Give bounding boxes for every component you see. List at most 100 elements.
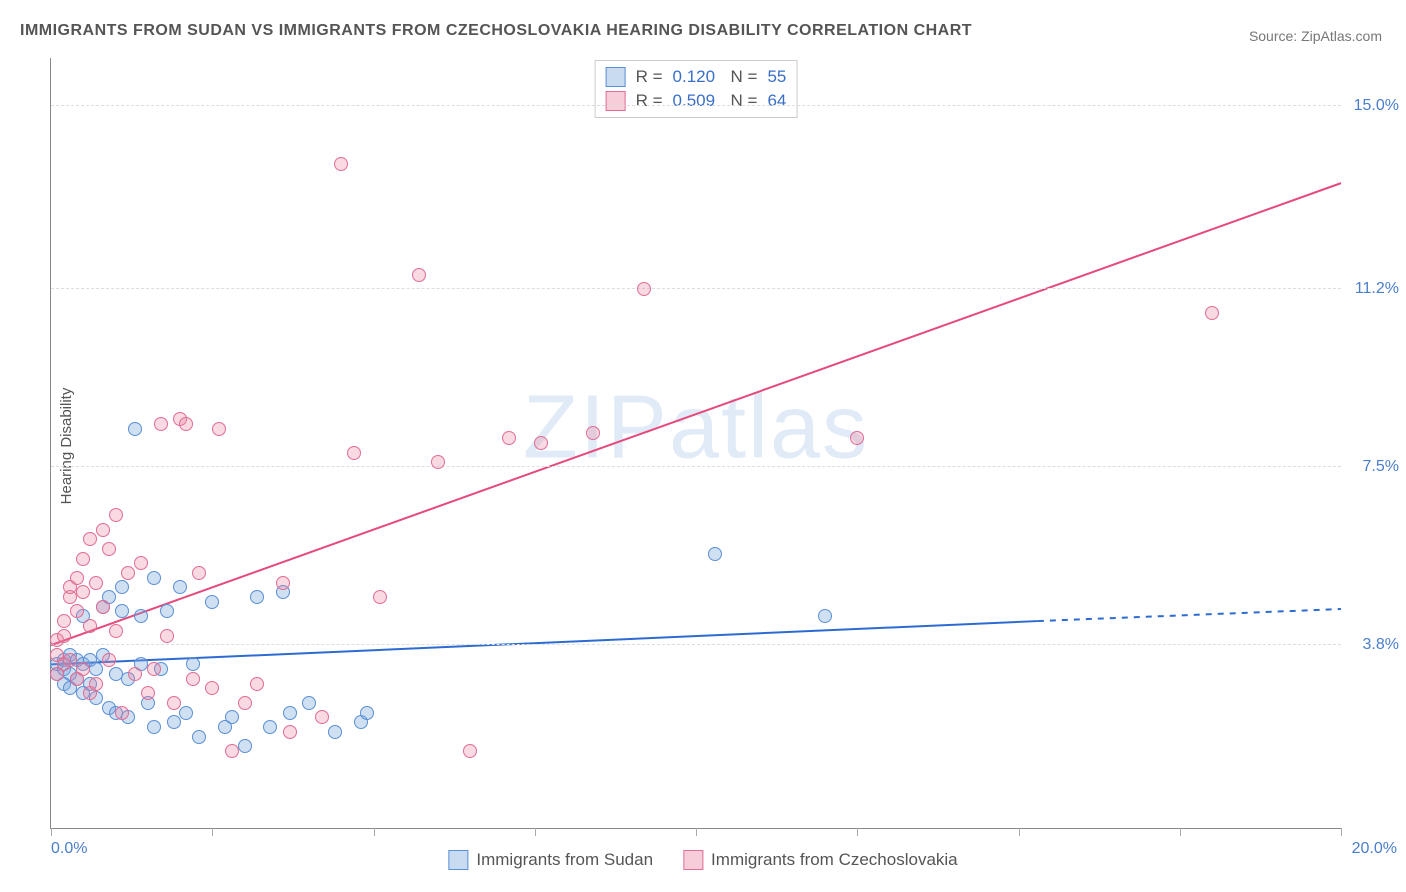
legend-stats-row-blue: R = 0.120 N = 55 (606, 65, 787, 89)
data-point-pink (96, 523, 110, 537)
r-label: R = (636, 65, 663, 89)
n-value-blue: 55 (767, 65, 786, 89)
n-label: N = (731, 65, 758, 89)
data-point-pink (205, 681, 219, 695)
y-tick-label: 7.5% (1363, 458, 1399, 476)
data-point-pink (186, 672, 200, 686)
legend-item-pink: Immigrants from Czechoslovakia (683, 850, 958, 870)
data-point-pink (57, 629, 71, 643)
r-value-blue: 0.120 (673, 65, 721, 89)
data-point-pink (70, 571, 84, 585)
gridline-h (51, 105, 1341, 106)
tick-x (374, 828, 375, 836)
data-point-blue (205, 595, 219, 609)
data-point-pink (431, 455, 445, 469)
data-point-pink (334, 157, 348, 171)
data-point-pink (70, 604, 84, 618)
chart-title: IMMIGRANTS FROM SUDAN VS IMMIGRANTS FROM… (20, 22, 972, 40)
data-point-pink (238, 696, 252, 710)
swatch-blue (606, 67, 626, 87)
data-point-pink (147, 662, 161, 676)
legend-stats: R = 0.120 N = 55 R = 0.509 N = 64 (595, 60, 798, 118)
r-value-pink: 0.509 (673, 89, 721, 113)
data-point-blue (134, 609, 148, 623)
tick-x (696, 828, 697, 836)
data-point-blue (179, 706, 193, 720)
data-point-pink (76, 662, 90, 676)
data-point-pink (109, 508, 123, 522)
source-value: ZipAtlas.com (1301, 28, 1382, 44)
data-point-blue (328, 725, 342, 739)
data-point-pink (586, 426, 600, 440)
data-point-pink (502, 431, 516, 445)
y-tick-label: 3.8% (1363, 636, 1399, 654)
data-point-blue (250, 590, 264, 604)
data-point-pink (1205, 306, 1219, 320)
swatch-pink (683, 850, 703, 870)
data-point-pink (57, 614, 71, 628)
trend-line (51, 621, 1038, 664)
tick-x (535, 828, 536, 836)
data-point-pink (102, 653, 116, 667)
data-point-blue (147, 571, 161, 585)
data-point-pink (121, 566, 135, 580)
source-label: Source: (1249, 28, 1297, 44)
data-point-pink (347, 446, 361, 460)
data-point-pink (102, 542, 116, 556)
gridline-h (51, 288, 1341, 289)
legend-item-blue: Immigrants from Sudan (448, 850, 653, 870)
data-point-pink (83, 532, 97, 546)
r-label: R = (636, 89, 663, 113)
data-point-pink (115, 706, 129, 720)
data-point-pink (179, 417, 193, 431)
y-tick-label: 15.0% (1354, 97, 1399, 115)
data-point-pink (76, 552, 90, 566)
data-point-pink (212, 422, 226, 436)
data-point-blue (173, 580, 187, 594)
data-point-pink (637, 282, 651, 296)
data-point-pink (63, 653, 77, 667)
data-point-blue (225, 710, 239, 724)
data-point-pink (96, 600, 110, 614)
data-point-blue (360, 706, 374, 720)
data-point-blue (708, 547, 722, 561)
data-point-pink (534, 436, 548, 450)
data-point-pink (373, 590, 387, 604)
data-point-pink (283, 725, 297, 739)
data-point-pink (276, 576, 290, 590)
data-point-pink (109, 624, 123, 638)
n-label: N = (731, 89, 758, 113)
tick-x (1180, 828, 1181, 836)
y-tick-label: 11.2% (1355, 280, 1399, 298)
data-point-blue (167, 715, 181, 729)
data-point-blue (109, 667, 123, 681)
legend-series: Immigrants from Sudan Immigrants from Cz… (448, 850, 957, 870)
watermark-text: ZIPatlas (523, 377, 869, 477)
data-point-blue (186, 657, 200, 671)
trend-lines-layer (51, 58, 1341, 828)
data-point-pink (250, 677, 264, 691)
x-tick-label-min: 0.0% (51, 840, 87, 858)
data-point-pink (463, 744, 477, 758)
legend-stats-row-pink: R = 0.509 N = 64 (606, 89, 787, 113)
data-point-pink (89, 576, 103, 590)
data-point-pink (850, 431, 864, 445)
tick-x (1019, 828, 1020, 836)
legend-label-blue: Immigrants from Sudan (476, 850, 653, 870)
swatch-blue (448, 850, 468, 870)
data-point-blue (115, 580, 129, 594)
data-point-blue (302, 696, 316, 710)
data-point-pink (225, 744, 239, 758)
data-point-pink (141, 686, 155, 700)
tick-x (857, 828, 858, 836)
data-point-blue (238, 739, 252, 753)
tick-x (212, 828, 213, 836)
data-point-pink (154, 417, 168, 431)
tick-x (51, 828, 52, 836)
source-attribution: Source: ZipAtlas.com (1249, 28, 1382, 44)
n-value-pink: 64 (767, 89, 786, 113)
data-point-pink (192, 566, 206, 580)
data-point-blue (160, 604, 174, 618)
data-point-pink (83, 619, 97, 633)
data-point-blue (128, 422, 142, 436)
